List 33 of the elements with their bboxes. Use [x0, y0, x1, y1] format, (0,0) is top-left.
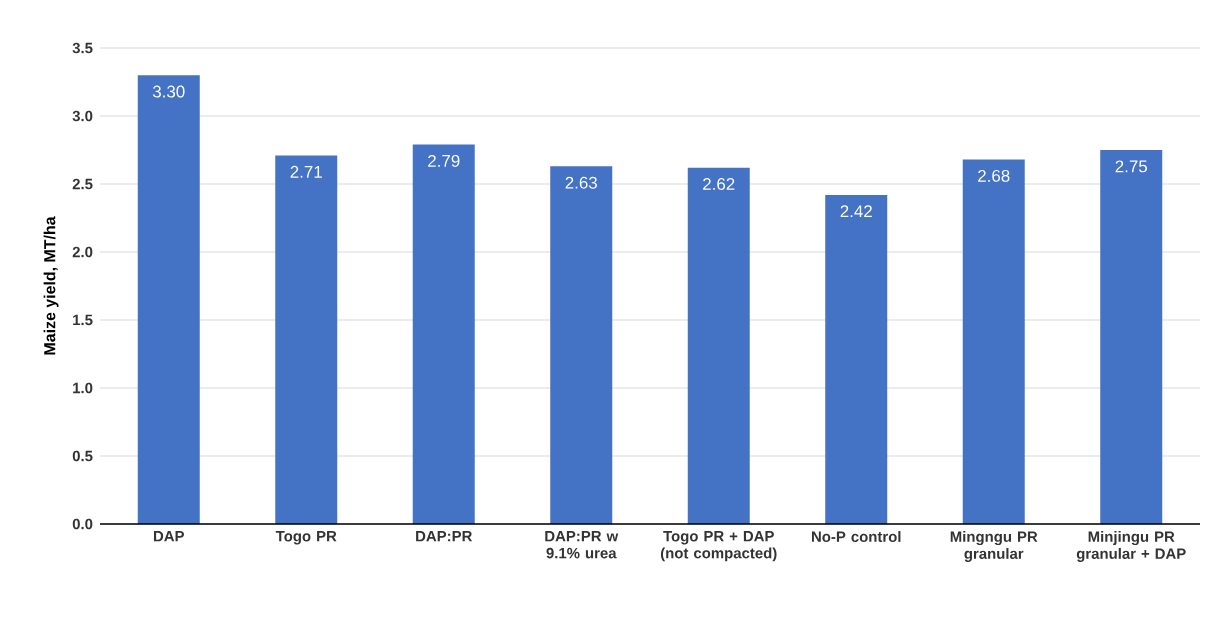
bar	[137, 75, 200, 524]
bar	[962, 159, 1025, 524]
x-tick-label: No-P control	[812, 531, 901, 543]
y-tick-label: 1.5	[73, 314, 93, 326]
data-label: 3.30	[152, 85, 185, 98]
data-label: 2.68	[978, 169, 1010, 182]
x-tick-label: Mingngu PR granular	[950, 531, 1038, 562]
x-tick-label: Togo PR	[275, 531, 337, 545]
data-label: 2.79	[428, 154, 460, 167]
y-tick-label: 0.5	[72, 450, 93, 462]
x-tick-label: DAP:PR w 9.1% urea	[545, 531, 619, 559]
data-label: 2.42	[840, 205, 872, 218]
y-tick-label: 2.0	[72, 246, 93, 258]
data-label: 2.62	[703, 178, 735, 191]
y-tick-label: 1.0	[73, 382, 93, 394]
x-tick-label: DAP	[153, 531, 184, 542]
y-tick-label: 3.5	[72, 42, 93, 54]
data-label: 2.63	[565, 176, 597, 189]
bar	[687, 167, 750, 524]
bar	[550, 166, 613, 524]
x-tick-label: Minjingu PR granular + DAP	[1076, 531, 1186, 562]
bar	[1100, 150, 1163, 524]
data-label: 2.75	[1115, 160, 1148, 173]
bar	[412, 144, 475, 524]
bar	[825, 194, 888, 524]
x-tick-label: DAP:PR	[416, 531, 473, 542]
x-tick-label: Togo PR + DAP (not compacted)	[660, 531, 777, 562]
y-tick-label: 0.0	[72, 518, 93, 530]
y-axis-title: Maize yield, MT/ha	[43, 216, 59, 355]
y-tick-label: 3.0	[72, 110, 93, 122]
y-tick-label: 2.5	[72, 178, 93, 190]
bar	[275, 155, 338, 524]
data-label: 2.71	[290, 165, 322, 178]
